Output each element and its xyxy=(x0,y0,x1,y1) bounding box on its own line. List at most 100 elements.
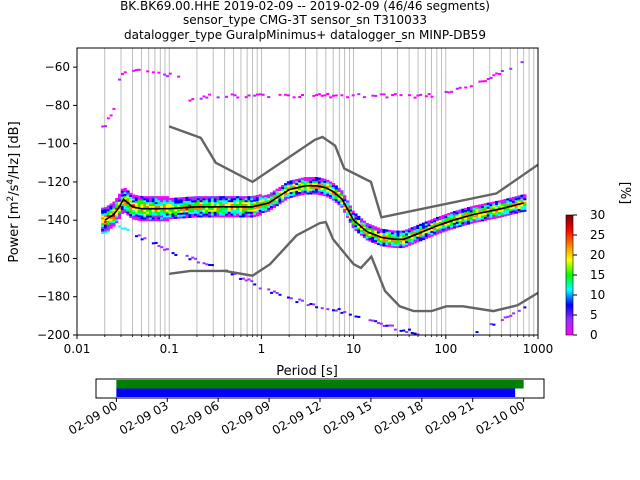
density-cell xyxy=(362,234,367,237)
density-cell xyxy=(509,197,513,200)
density-cell xyxy=(267,288,271,291)
density-cell xyxy=(376,237,381,240)
density-cell xyxy=(371,240,375,243)
density-cell xyxy=(472,215,476,218)
density-cell xyxy=(357,221,361,224)
density-cell xyxy=(222,211,226,214)
density-cell xyxy=(458,220,462,224)
density-cell xyxy=(171,209,175,212)
density-cell xyxy=(143,203,147,206)
density-cell xyxy=(343,204,347,208)
density-cell xyxy=(250,201,254,205)
density-cell xyxy=(475,214,479,217)
density-cell xyxy=(357,93,361,96)
density-cell xyxy=(264,208,268,211)
density-cell xyxy=(163,248,167,251)
density-cell xyxy=(354,223,358,226)
density-cell xyxy=(140,209,144,212)
density-cell xyxy=(140,199,144,203)
density-cell xyxy=(514,198,519,201)
density-cell xyxy=(478,80,482,83)
density-cell xyxy=(193,201,198,205)
density-cell xyxy=(348,220,352,224)
density-cell xyxy=(492,211,496,214)
density-cell xyxy=(143,213,147,216)
density-cell xyxy=(481,213,485,216)
density-cell xyxy=(126,190,130,193)
density-cell xyxy=(309,192,313,195)
density-cell xyxy=(236,213,240,216)
density-cell xyxy=(174,253,178,256)
density-cell xyxy=(331,94,335,97)
density-cell xyxy=(284,194,288,197)
density-cell xyxy=(343,200,347,204)
density-cell xyxy=(222,203,226,206)
density-cell xyxy=(497,200,502,203)
density-cell xyxy=(199,199,203,203)
density-cell xyxy=(191,200,195,203)
density-cell xyxy=(312,188,316,191)
density-cell xyxy=(433,229,437,232)
density-cell xyxy=(199,215,203,218)
density-cell xyxy=(402,240,406,243)
density-cell xyxy=(115,213,119,216)
density-cell xyxy=(469,85,473,88)
density-cell xyxy=(407,232,412,235)
density-cell xyxy=(506,207,510,211)
density-cell xyxy=(497,206,502,209)
density-cell xyxy=(421,226,426,229)
density-cell xyxy=(250,203,254,206)
density-cell xyxy=(182,210,186,213)
density-cell xyxy=(188,99,192,102)
density-cell xyxy=(312,190,316,193)
density-cell xyxy=(292,179,296,182)
density-cell xyxy=(421,228,426,231)
density-cell xyxy=(497,202,502,205)
density-cell xyxy=(205,199,209,203)
density-cell xyxy=(450,221,454,224)
x-tick-label: 10 xyxy=(346,342,361,356)
density-cell xyxy=(250,209,254,212)
density-cell xyxy=(444,90,448,93)
density-cell xyxy=(151,213,155,216)
density-cell xyxy=(233,272,237,275)
density-cell xyxy=(469,208,473,211)
density-cell xyxy=(216,199,220,203)
density-cell xyxy=(481,80,485,83)
density-cell xyxy=(165,75,169,78)
density-cell xyxy=(258,207,262,210)
density-cell xyxy=(393,242,397,245)
density-cell xyxy=(154,205,158,208)
density-cell xyxy=(143,196,147,199)
density-cell xyxy=(134,200,139,204)
density-cell xyxy=(329,96,333,99)
density-cell xyxy=(337,191,341,194)
density-cell xyxy=(171,213,175,216)
density-cell xyxy=(154,211,158,214)
density-cell xyxy=(452,211,457,214)
density-cell xyxy=(143,211,147,214)
density-cell xyxy=(126,196,130,199)
density-cell xyxy=(433,221,437,225)
density-cell xyxy=(489,207,493,211)
density-cell xyxy=(295,184,299,187)
density-cell xyxy=(492,212,496,216)
density-cell xyxy=(213,209,217,212)
density-cell xyxy=(419,223,423,226)
density-cell xyxy=(416,238,420,241)
density-cell xyxy=(413,237,417,240)
density-cell xyxy=(320,189,324,192)
density-cell xyxy=(126,199,130,203)
density-cell xyxy=(410,227,414,230)
density-cell xyxy=(396,230,400,233)
density-cell xyxy=(148,211,153,214)
density-cell xyxy=(416,228,420,231)
density-cell xyxy=(157,215,161,218)
density-cell xyxy=(475,216,479,219)
density-cell xyxy=(289,182,293,185)
density-cell xyxy=(216,96,220,99)
density-cell xyxy=(261,197,265,200)
density-cell xyxy=(146,199,150,203)
density-cell xyxy=(194,257,198,260)
density-cell xyxy=(148,213,153,216)
